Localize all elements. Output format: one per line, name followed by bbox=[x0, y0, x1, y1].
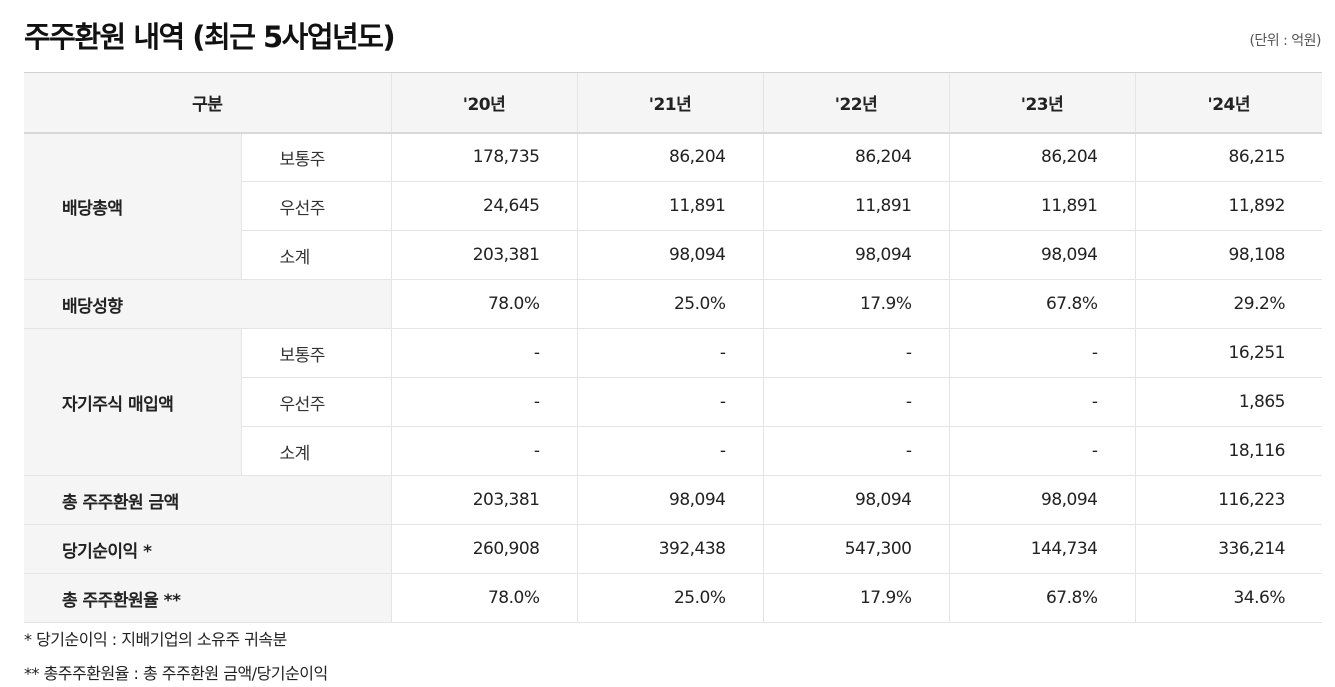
table-cell: 67.8% bbox=[948, 573, 1135, 623]
footnote-net-income: * 당기순이익 : 지배기업의 소유주 귀속분 bbox=[24, 630, 287, 649]
table-cell: 67.8% bbox=[948, 279, 1135, 329]
table-cell: - bbox=[576, 426, 763, 476]
table-cell: 98,094 bbox=[948, 230, 1135, 280]
table-cell: - bbox=[390, 377, 577, 427]
table-row: 우선주 - - - - 1,865 bbox=[24, 377, 1322, 427]
table-cell: - bbox=[762, 328, 949, 378]
table-cell: 17.9% bbox=[762, 573, 949, 623]
header-year: '21년 bbox=[576, 72, 763, 134]
row-subcategory: 보통주 bbox=[240, 132, 391, 182]
shareholder-return-table: 구분 '20년 '21년 '22년 '23년 '24년 배당총액 보통주 178… bbox=[24, 72, 1322, 623]
table-cell: 98,094 bbox=[576, 475, 763, 525]
row-subcategory: 보통주 bbox=[240, 328, 391, 378]
table-cell: 98,108 bbox=[1134, 230, 1322, 280]
table-cell: 98,094 bbox=[576, 230, 763, 280]
row-category-buyback: 자기주식 매입액 bbox=[24, 328, 241, 476]
table-row: 우선주 24,645 11,891 11,891 11,891 11,892 bbox=[24, 181, 1322, 231]
row-category-payout: 배당성향 bbox=[24, 279, 391, 329]
table-row: 당기순이익 * 260,908 392,438 547,300 144,734 … bbox=[24, 524, 1322, 574]
table-cell: 260,908 bbox=[390, 524, 577, 574]
table-cell: 144,734 bbox=[948, 524, 1135, 574]
table-cell: 98,094 bbox=[762, 475, 949, 525]
footnote-return-ratio: ** 총주주환원율 : 총 주주환원 금액/당기순이익 bbox=[24, 664, 328, 683]
header-category: 구분 bbox=[24, 72, 391, 134]
table-cell: 11,891 bbox=[762, 181, 949, 231]
table-cell: - bbox=[948, 328, 1135, 378]
table-cell: 78.0% bbox=[390, 573, 577, 623]
table-cell: 16,251 bbox=[1134, 328, 1322, 378]
table-row: 총 주주환원율 ** 78.0% 25.0% 17.9% 67.8% 34.6% bbox=[24, 573, 1322, 623]
table-cell: 116,223 bbox=[1134, 475, 1322, 525]
table-cell: 11,891 bbox=[576, 181, 763, 231]
header-year: '24년 bbox=[1134, 72, 1322, 134]
table-row: 총 주주환원 금액 203,381 98,094 98,094 98,094 1… bbox=[24, 475, 1322, 525]
unit-label: (단위 : 억원) bbox=[1249, 33, 1321, 49]
row-subcategory: 우선주 bbox=[240, 181, 391, 231]
table-cell: 24,645 bbox=[390, 181, 577, 231]
table-cell: - bbox=[390, 328, 577, 378]
header-year: '20년 bbox=[390, 72, 577, 134]
table-cell: - bbox=[948, 426, 1135, 476]
table-row: 소계 - - - - 18,116 bbox=[24, 426, 1322, 476]
table-cell: 178,735 bbox=[390, 132, 577, 182]
table-cell: 86,204 bbox=[948, 132, 1135, 182]
table-cell: 86,204 bbox=[762, 132, 949, 182]
table-cell: 18,116 bbox=[1134, 426, 1322, 476]
table-cell: - bbox=[576, 328, 763, 378]
row-category-return-ratio: 총 주주환원율 ** bbox=[24, 573, 391, 623]
table-cell: 392,438 bbox=[576, 524, 763, 574]
header-year: '22년 bbox=[762, 72, 949, 134]
page-title: 주주환원 내역 (최근 5사업년도) bbox=[24, 20, 396, 54]
table-cell: 86,215 bbox=[1134, 132, 1322, 182]
table-cell: 11,892 bbox=[1134, 181, 1322, 231]
row-category-net-income: 당기순이익 * bbox=[24, 524, 391, 574]
table-cell: - bbox=[762, 426, 949, 476]
table-cell: 78.0% bbox=[390, 279, 577, 329]
table-cell: 17.9% bbox=[762, 279, 949, 329]
row-subcategory: 소계 bbox=[240, 426, 391, 476]
header-year: '23년 bbox=[948, 72, 1135, 134]
header-row: 구분 '20년 '21년 '22년 '23년 '24년 bbox=[24, 72, 1322, 134]
table-cell: - bbox=[762, 377, 949, 427]
table-cell: 98,094 bbox=[762, 230, 949, 280]
table-cell: 29.2% bbox=[1134, 279, 1322, 329]
table-cell: 34.6% bbox=[1134, 573, 1322, 623]
table-row: 배당총액 보통주 178,735 86,204 86,204 86,204 86… bbox=[24, 132, 1322, 280]
table-cell: - bbox=[576, 377, 763, 427]
table-row: 배당성향 78.0% 25.0% 17.9% 67.8% 29.2% bbox=[24, 279, 1322, 329]
table-cell: 203,381 bbox=[390, 475, 577, 525]
table-cell: 25.0% bbox=[576, 573, 763, 623]
table-cell: 98,094 bbox=[948, 475, 1135, 525]
table-cell: 1,865 bbox=[1134, 377, 1322, 427]
table-cell: - bbox=[390, 426, 577, 476]
table-cell: 203,381 bbox=[390, 230, 577, 280]
row-subcategory: 우선주 bbox=[240, 377, 391, 427]
table-cell: 86,204 bbox=[576, 132, 763, 182]
table-cell: 547,300 bbox=[762, 524, 949, 574]
table-row: 소계 203,381 98,094 98,094 98,094 98,108 bbox=[24, 230, 1322, 280]
table-cell: 11,891 bbox=[948, 181, 1135, 231]
table-row: 자기주식 매입액 보통주 - - - - 16,251 bbox=[24, 328, 1322, 476]
table-cell: - bbox=[948, 377, 1135, 427]
row-category-total-return: 총 주주환원 금액 bbox=[24, 475, 391, 525]
table-cell: 25.0% bbox=[576, 279, 763, 329]
row-subcategory: 소계 bbox=[240, 230, 391, 280]
row-category-dividend: 배당총액 bbox=[24, 132, 241, 280]
table-cell: 336,214 bbox=[1134, 524, 1322, 574]
